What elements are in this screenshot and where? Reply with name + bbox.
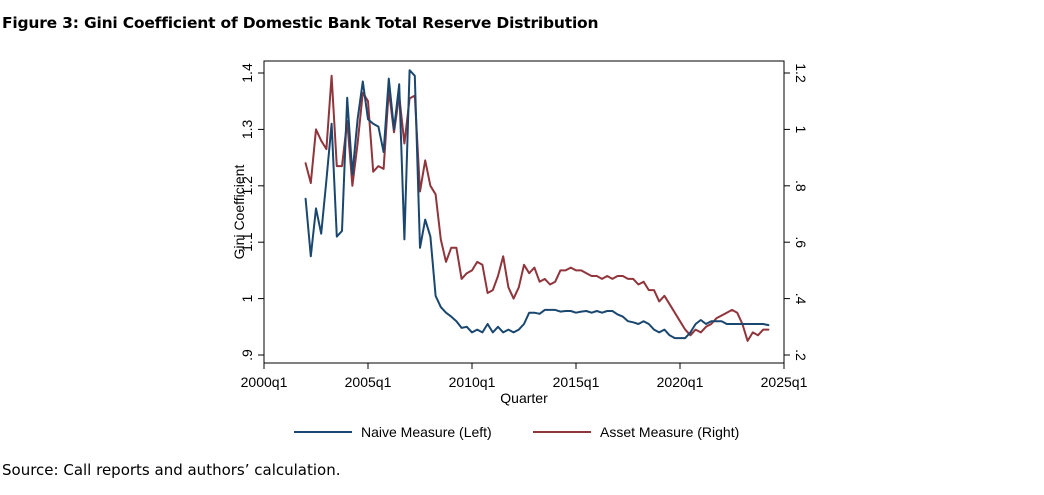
legend-label-naive: Naive Measure (Left) <box>361 424 492 440</box>
left-y-axis: .9 1 1.1 1.2 1.3 1.4 <box>239 63 264 361</box>
left-y-tick-label: 1.3 <box>239 119 255 139</box>
x-tick-label: 2010q1 <box>449 374 496 390</box>
left-y-tick-label: 1.2 <box>239 176 255 196</box>
right-y-tick-label: .4 <box>793 293 809 305</box>
x-tick-label: 2020q1 <box>657 374 704 390</box>
x-axis: 2000q1 2005q1 2010q1 2015q1 2020q1 2025q1 <box>241 363 808 390</box>
series-layer <box>304 69 770 342</box>
x-tick-label: 2025q1 <box>761 374 808 390</box>
legend: Naive Measure (Left) Asset Measure (Righ… <box>294 424 739 440</box>
series-line-naive <box>304 69 770 340</box>
x-axis-label: Quarter <box>500 390 548 406</box>
left-y-tick-label: 1 <box>239 294 255 302</box>
right-y-axis: .2 .4 .6 .8 1 1.2 <box>784 63 809 361</box>
x-tick-label: 2015q1 <box>553 374 600 390</box>
left-y-tick-label: .9 <box>239 349 255 361</box>
x-tick-label: 2005q1 <box>345 374 392 390</box>
right-y-tick-label: 1.2 <box>793 63 809 83</box>
source-note: Source: Call reports and authors’ calcul… <box>2 461 341 479</box>
legend-label-asset: Asset Measure (Right) <box>600 424 739 440</box>
right-y-tick-label: .6 <box>793 236 809 248</box>
gini-line-chart: .9 1 1.1 1.2 1.3 1.4 .2 .4 .6 .8 1 1.2 2000q1 2005q… <box>231 60 809 440</box>
right-y-tick-label: .2 <box>793 349 809 361</box>
series-line-asset <box>304 74 770 342</box>
left-y-tick-label: 1.4 <box>239 63 255 83</box>
right-y-tick-label: .8 <box>793 180 809 192</box>
left-y-tick-label: 1.1 <box>239 232 255 252</box>
y-axis-label: Gini Coefficient <box>231 165 247 260</box>
right-y-tick-label: 1 <box>793 126 809 134</box>
plot-frame <box>263 60 785 364</box>
figure-title: Figure 3: Gini Coefficient of Domestic B… <box>2 14 599 32</box>
x-tick-label: 2000q1 <box>241 374 288 390</box>
